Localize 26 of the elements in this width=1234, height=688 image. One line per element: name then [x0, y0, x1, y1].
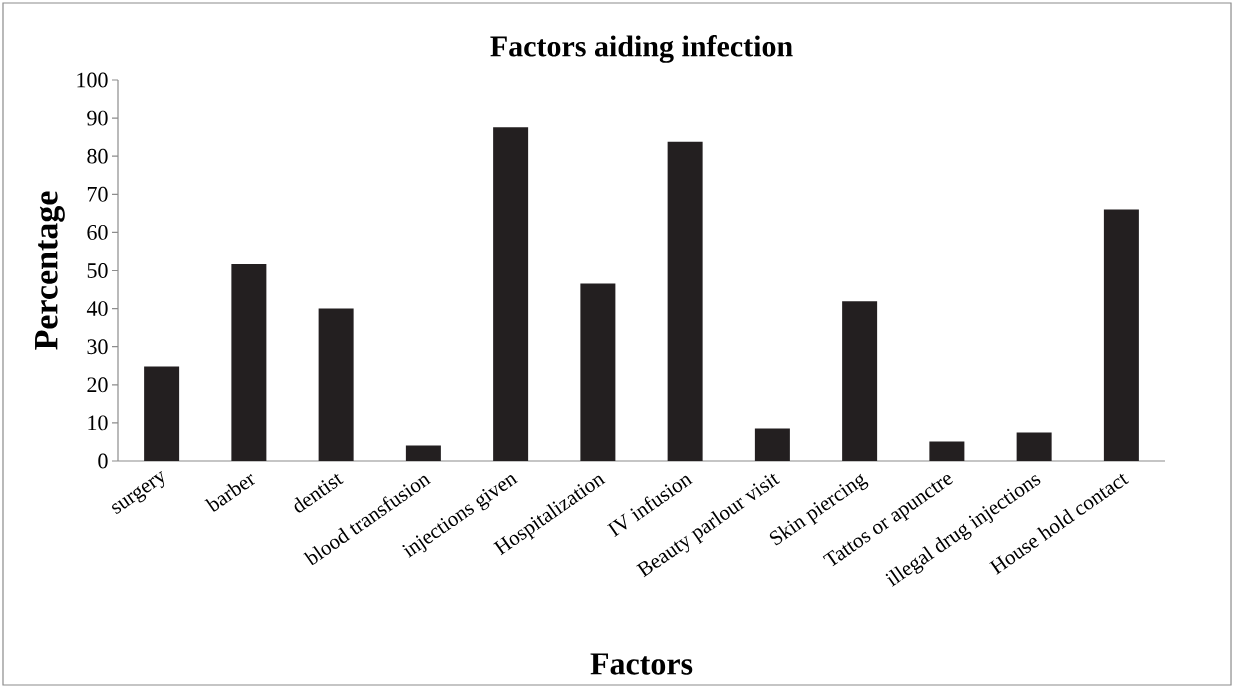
- y-tick-label: 100: [77, 72, 108, 88]
- bar: [231, 264, 267, 461]
- y-tick-label: 90: [87, 110, 108, 126]
- bar: [580, 283, 616, 461]
- y-tick-label: 70: [87, 186, 108, 202]
- y-tick-label: 50: [87, 263, 108, 278]
- y-tick-label: 20: [87, 377, 108, 393]
- bar: [405, 445, 441, 461]
- chart-title: Factors aiding infection: [490, 35, 793, 63]
- bar: [754, 428, 790, 461]
- bar: [144, 366, 180, 461]
- x-axis-title: Factors: [590, 653, 693, 675]
- bar: [929, 441, 965, 461]
- y-tick-label: 40: [86, 301, 108, 317]
- bar: [318, 308, 354, 461]
- bar: [1103, 209, 1139, 461]
- y-tick-label: 80: [87, 148, 108, 164]
- bar: [1016, 432, 1052, 461]
- y-axis-title: Percentage: [35, 191, 65, 350]
- y-tick-label: 60: [87, 224, 108, 240]
- bar: [842, 301, 878, 461]
- y-tick-label: 30: [87, 339, 108, 355]
- y-tick-label: 0: [98, 453, 108, 469]
- y-tick-label: 10: [88, 415, 108, 431]
- bar: [667, 141, 703, 461]
- bar: [493, 127, 529, 461]
